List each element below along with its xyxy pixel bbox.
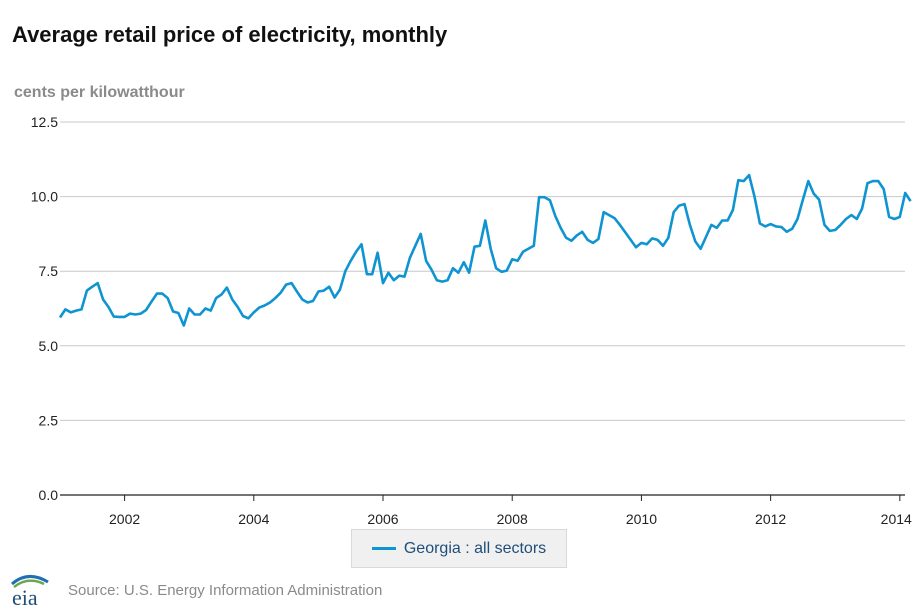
y-tick-label: 12.5	[31, 114, 58, 130]
x-tick-label: 2004	[238, 511, 269, 527]
legend-label-georgia: Georgia : all sectors	[403, 539, 547, 557]
eia-logo: eia	[8, 572, 54, 610]
series-line-georgia[interactable]	[58, 173, 912, 327]
y-tick-label: 10.0	[31, 189, 58, 205]
x-tick-label: 2002	[109, 511, 140, 527]
y-tick-label: 5.0	[39, 338, 59, 354]
x-tick-label: 2006	[367, 511, 398, 527]
legend[interactable]: Georgia : all sectors	[351, 529, 567, 568]
y-tick-label: 0.0	[39, 487, 59, 503]
y-tick-label: 2.5	[39, 412, 59, 428]
x-tick-labels: 2002 2004 2006 2008 2010 2012 2014	[109, 495, 912, 527]
gridlines	[60, 121, 905, 496]
series-layer	[58, 173, 912, 327]
x-tick-label: 2014	[881, 511, 912, 527]
y-tick-labels: 0.0 2.5 5.0 7.5 10.0 12.5	[31, 114, 58, 503]
y-tick-label: 7.5	[39, 263, 59, 279]
y-axis-units-label: cents per kilowatthour	[14, 84, 185, 101]
footer: eia Source: U.S. Energy Information Admi…	[8, 572, 383, 610]
x-tick-label: 2008	[497, 511, 528, 527]
x-tick-label: 2010	[626, 511, 657, 527]
chart-title: Average retail price of electricity, mon…	[12, 22, 448, 47]
svg-text:eia: eia	[12, 585, 38, 608]
x-tick-label: 2012	[755, 511, 786, 527]
legend-swatch	[371, 547, 396, 550]
source-note: Source: U.S. Energy Information Administ…	[68, 581, 383, 599]
